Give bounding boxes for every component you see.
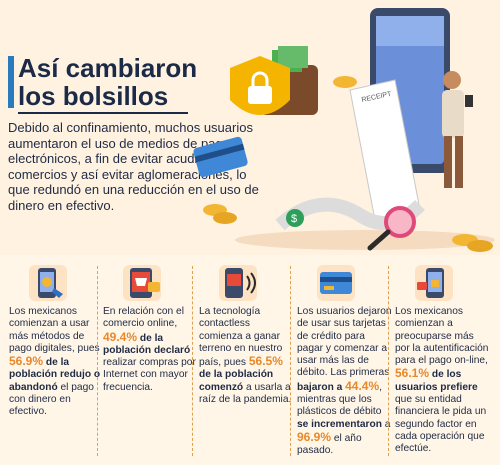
stat-column: Los usuarios dejaron de usar sus tarjeta… <box>294 262 392 465</box>
stat-percentage: 56.1% <box>395 366 430 381</box>
man-illustration <box>442 71 473 188</box>
page-title: Así cambiaron los bolsillos <box>18 54 197 110</box>
stat-text: Los mexicanos comienzan a usar más métod… <box>9 306 105 419</box>
stat-column: Los mexicanos comienzan a usar más métod… <box>6 262 101 465</box>
stat-text-part: La tecnología contactless comienza a gan… <box>199 306 283 369</box>
svg-text:$: $ <box>291 213 297 225</box>
stat-percentage: 56.9% <box>9 354 44 369</box>
title-line-1: Así cambiaron <box>18 53 198 83</box>
shield-lock-icon <box>230 56 290 115</box>
column-divider <box>290 266 292 456</box>
stat-text-part: Los mexicanos comienzan a usar más métod… <box>9 306 100 354</box>
stat-text-part: En relación con el comercio online, <box>103 306 184 330</box>
stat-text-part: de los usuarios prefiere <box>395 369 478 393</box>
column-divider <box>192 266 194 456</box>
mobile-payment-icon <box>29 265 67 301</box>
stat-text: Los usuarios dejaron de usar sus tarjeta… <box>297 306 393 458</box>
stat-text-part: a <box>381 418 391 430</box>
contactless-icon <box>219 265 257 301</box>
stat-percentage: 44.4% <box>345 378 380 393</box>
stat-text-part: de la población comenzó <box>199 369 274 393</box>
stat-column: En relación con el comercio online, 49.4… <box>100 262 196 465</box>
stat-text-part: de la población declaró <box>103 332 191 356</box>
stat-text: En relación con el comercio online, 49.4… <box>103 306 199 394</box>
online-shop-icon <box>123 265 161 301</box>
title-accent-bar <box>8 56 14 108</box>
stat-text-part: de la población redujo o abandonó <box>9 357 101 393</box>
stat-text-part: se incrementaron <box>297 418 382 430</box>
stat-text-part: el pago con dinero en efectivo. <box>9 381 94 418</box>
stats-columns: Los mexicanos comienzan a usar más métod… <box>0 262 500 465</box>
stat-column: La tecnología contactless comienza a gan… <box>196 262 291 465</box>
stat-column: Los mexicanos comienzan a preocuparse má… <box>392 262 488 465</box>
stat-text-part: a usarla a raíz de la pandemia. <box>199 381 292 406</box>
stat-text: La tecnología contactless comienza a gan… <box>199 306 295 406</box>
credit-card-icon <box>317 265 355 301</box>
coins-icon <box>203 76 493 252</box>
intro-text: Debido al confinamiento, muchos usuarios… <box>8 120 259 213</box>
floor-shadow <box>235 230 495 250</box>
stat-percentage: 96.9% <box>297 429 332 444</box>
stat-percentage: 56.5% <box>248 354 283 369</box>
stat-text-part: bajaron a <box>297 381 346 393</box>
stat-text-part: el año pasado. <box>297 432 362 457</box>
column-divider <box>97 266 99 456</box>
stat-percentage: 49.4% <box>103 329 138 344</box>
illustration: RECEIPT $ <box>193 8 495 252</box>
stat-text-part: , mientras que los plásticos de débito <box>297 381 382 418</box>
stat-text-part: realizar compras por Internet con mayor … <box>103 357 196 393</box>
credit-card-illustration <box>193 136 248 177</box>
title-underline <box>18 112 188 114</box>
header-area: Así cambiaron los bolsillos Debido al co… <box>8 8 495 252</box>
magnifier-icon <box>367 206 416 251</box>
column-divider <box>388 266 390 456</box>
stat-text-part: Los mexicanos comienzan a preocuparse má… <box>395 306 489 367</box>
stat-text-part: que su entidad financiera le pida un seg… <box>395 394 487 455</box>
phone-security-icon <box>415 265 453 301</box>
title-line-2: los bolsillos <box>18 81 169 111</box>
stat-text: Los mexicanos comienzan a preocuparse má… <box>395 306 491 456</box>
stat-text-part: Los usuarios dejaron de usar sus tarjeta… <box>297 306 392 379</box>
